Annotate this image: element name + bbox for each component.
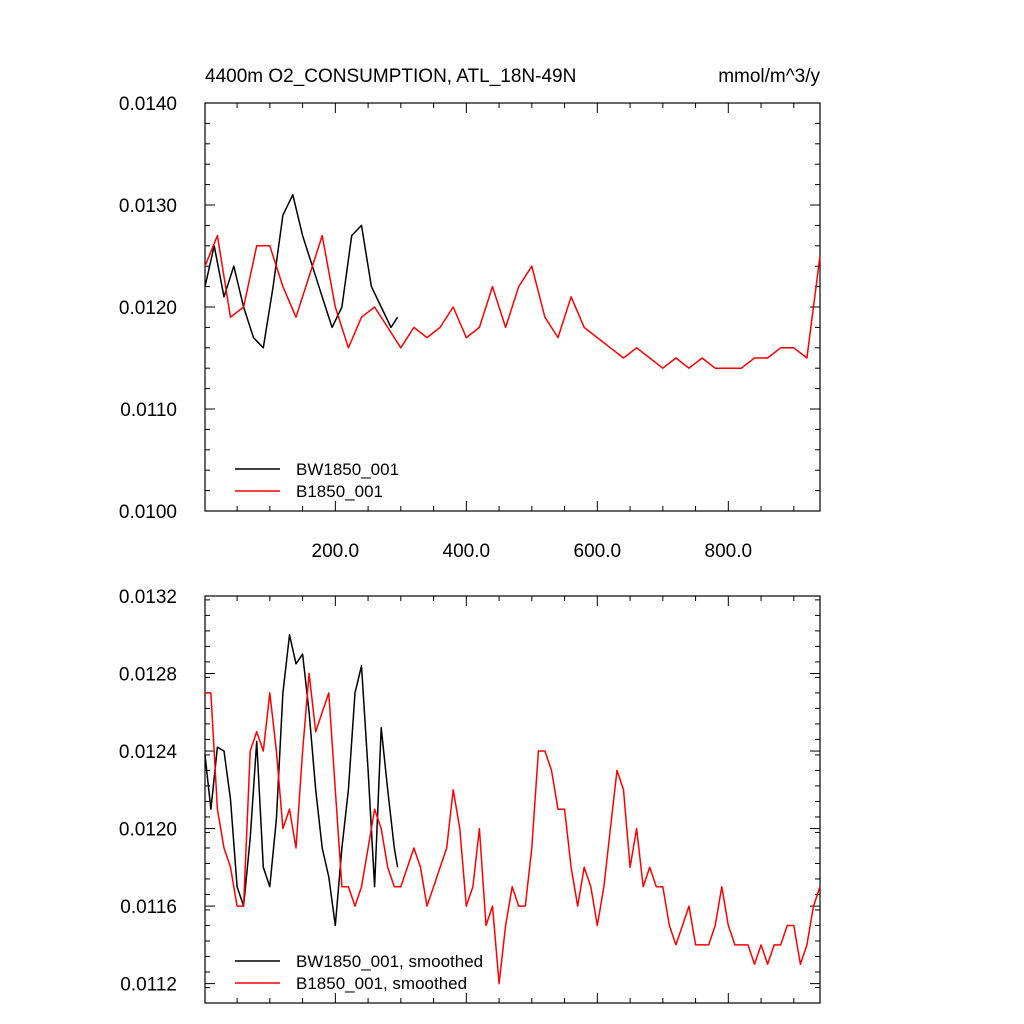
series-line-0 (204, 634, 399, 927)
y-tick-label: 0.0100 (119, 502, 177, 523)
axis-ticks: 0.0112 0.0116 0.0120 0.0124 0.0128 0.0132 (119, 587, 820, 1004)
legend-label-b1850: B1850_001 (296, 482, 383, 501)
x-tick-label: 800.0 (705, 541, 753, 562)
axis-ticks: 0.0100 0.0110 0.0120 0.0130 0.0140 200.0 400.0… (119, 94, 820, 562)
y-tick-label: 0.0130 (119, 196, 177, 217)
top-panel: 4400m O2_CONSUMPTION, ATL_18N-49N mmol/m… (119, 66, 821, 562)
y-tick-label: 0.0120 (119, 298, 177, 319)
bottom-panel: 0.0112 0.0116 0.0120 0.0124 0.0128 0.0132 BW1… (119, 587, 821, 1004)
x-tick-label: 200.0 (312, 541, 360, 562)
y-tick-label: 0.0124 (119, 742, 178, 763)
legend-label-b1850-smoothed: B1850_001, smoothed (296, 974, 467, 993)
y-tick-label: 0.0140 (119, 94, 177, 115)
x-tick-label: 400.0 (443, 541, 491, 562)
legend: BW1850_001, smoothed B1850_001, smoothed (235, 952, 483, 993)
plot-frame (204, 595, 821, 1004)
y-tick-label: 0.0128 (119, 665, 177, 686)
y-tick-label: 0.0116 (120, 897, 177, 918)
legend: BW1850_001 B1850_001 (235, 460, 399, 501)
y-tick-label: 0.0110 (120, 400, 177, 421)
y-tick-label: 0.0120 (119, 820, 177, 841)
y-tick-label: 0.0132 (119, 587, 177, 608)
legend-label-bw1850-smoothed: BW1850_001, smoothed (296, 952, 483, 971)
series-line-1 (204, 234, 821, 369)
series-lines (204, 634, 821, 985)
series-line-1 (205, 672, 821, 985)
series-line-0 (204, 194, 399, 349)
units-label: mmol/m^3/y (718, 66, 820, 87)
y-tick-label: 0.0112 (120, 975, 177, 996)
series-lines (204, 194, 821, 369)
plot-title: 4400m O2_CONSUMPTION, ATL_18N-49N (205, 66, 576, 87)
x-tick-label: 600.0 (574, 541, 622, 562)
legend-label-bw1850: BW1850_001 (296, 460, 399, 479)
